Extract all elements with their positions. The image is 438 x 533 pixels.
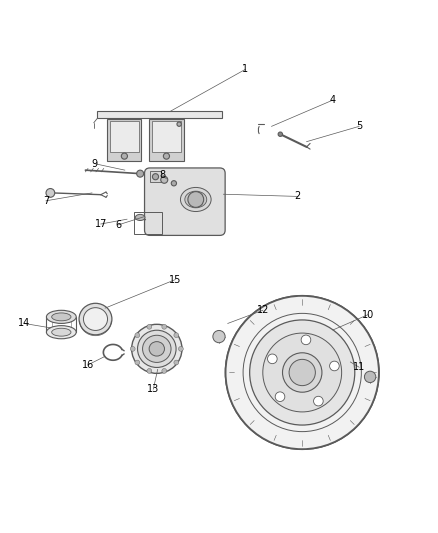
- Circle shape: [162, 325, 166, 329]
- Text: 17: 17: [95, 219, 107, 229]
- Circle shape: [147, 325, 152, 329]
- Text: 7: 7: [43, 196, 49, 206]
- Circle shape: [314, 396, 323, 406]
- Ellipse shape: [149, 342, 164, 356]
- Text: 11: 11: [353, 362, 365, 372]
- Ellipse shape: [263, 333, 342, 412]
- Circle shape: [330, 361, 339, 371]
- Bar: [97, 111, 222, 118]
- Circle shape: [135, 333, 140, 337]
- Circle shape: [152, 174, 159, 180]
- Circle shape: [162, 368, 166, 373]
- Ellipse shape: [226, 296, 379, 449]
- Ellipse shape: [289, 359, 315, 386]
- Circle shape: [135, 360, 140, 365]
- Ellipse shape: [46, 310, 76, 324]
- Ellipse shape: [142, 335, 171, 362]
- Ellipse shape: [180, 188, 211, 212]
- Circle shape: [213, 330, 225, 343]
- Text: 16: 16: [81, 360, 94, 370]
- Circle shape: [161, 176, 168, 183]
- Text: 2: 2: [295, 191, 301, 201]
- Text: 8: 8: [159, 169, 165, 180]
- Text: 1: 1: [242, 64, 248, 75]
- Circle shape: [171, 181, 177, 186]
- Circle shape: [163, 153, 170, 159]
- Circle shape: [268, 354, 277, 364]
- Ellipse shape: [83, 308, 107, 330]
- Bar: [134, 212, 162, 233]
- Text: 10: 10: [362, 310, 374, 320]
- Ellipse shape: [46, 326, 76, 339]
- Circle shape: [174, 333, 179, 337]
- Ellipse shape: [138, 330, 176, 367]
- Ellipse shape: [135, 214, 145, 221]
- Ellipse shape: [255, 326, 349, 419]
- FancyBboxPatch shape: [107, 119, 141, 160]
- Ellipse shape: [131, 324, 182, 374]
- Text: 12: 12: [257, 305, 269, 316]
- Circle shape: [188, 191, 204, 207]
- Bar: [150, 171, 161, 182]
- FancyBboxPatch shape: [110, 121, 139, 152]
- FancyBboxPatch shape: [149, 119, 184, 160]
- Circle shape: [131, 346, 135, 351]
- Text: 6: 6: [115, 220, 121, 230]
- Text: 15: 15: [169, 274, 181, 285]
- FancyBboxPatch shape: [152, 121, 181, 152]
- Text: 14: 14: [18, 318, 30, 328]
- Circle shape: [278, 132, 283, 136]
- Circle shape: [177, 122, 181, 126]
- Circle shape: [174, 360, 179, 365]
- Text: 4: 4: [330, 95, 336, 105]
- Text: 5: 5: [356, 122, 362, 131]
- Ellipse shape: [79, 303, 112, 335]
- FancyBboxPatch shape: [145, 168, 225, 236]
- Circle shape: [46, 189, 55, 197]
- Circle shape: [121, 153, 127, 159]
- Ellipse shape: [250, 320, 355, 425]
- Ellipse shape: [185, 191, 207, 208]
- Ellipse shape: [283, 353, 322, 392]
- Circle shape: [364, 371, 376, 383]
- Circle shape: [301, 335, 311, 345]
- Ellipse shape: [52, 328, 71, 336]
- Circle shape: [178, 346, 183, 351]
- Ellipse shape: [226, 296, 379, 449]
- Circle shape: [137, 170, 144, 177]
- Circle shape: [275, 392, 285, 401]
- Circle shape: [147, 368, 152, 373]
- Text: 9: 9: [91, 159, 97, 168]
- Ellipse shape: [52, 313, 71, 321]
- Text: 13: 13: [147, 384, 159, 394]
